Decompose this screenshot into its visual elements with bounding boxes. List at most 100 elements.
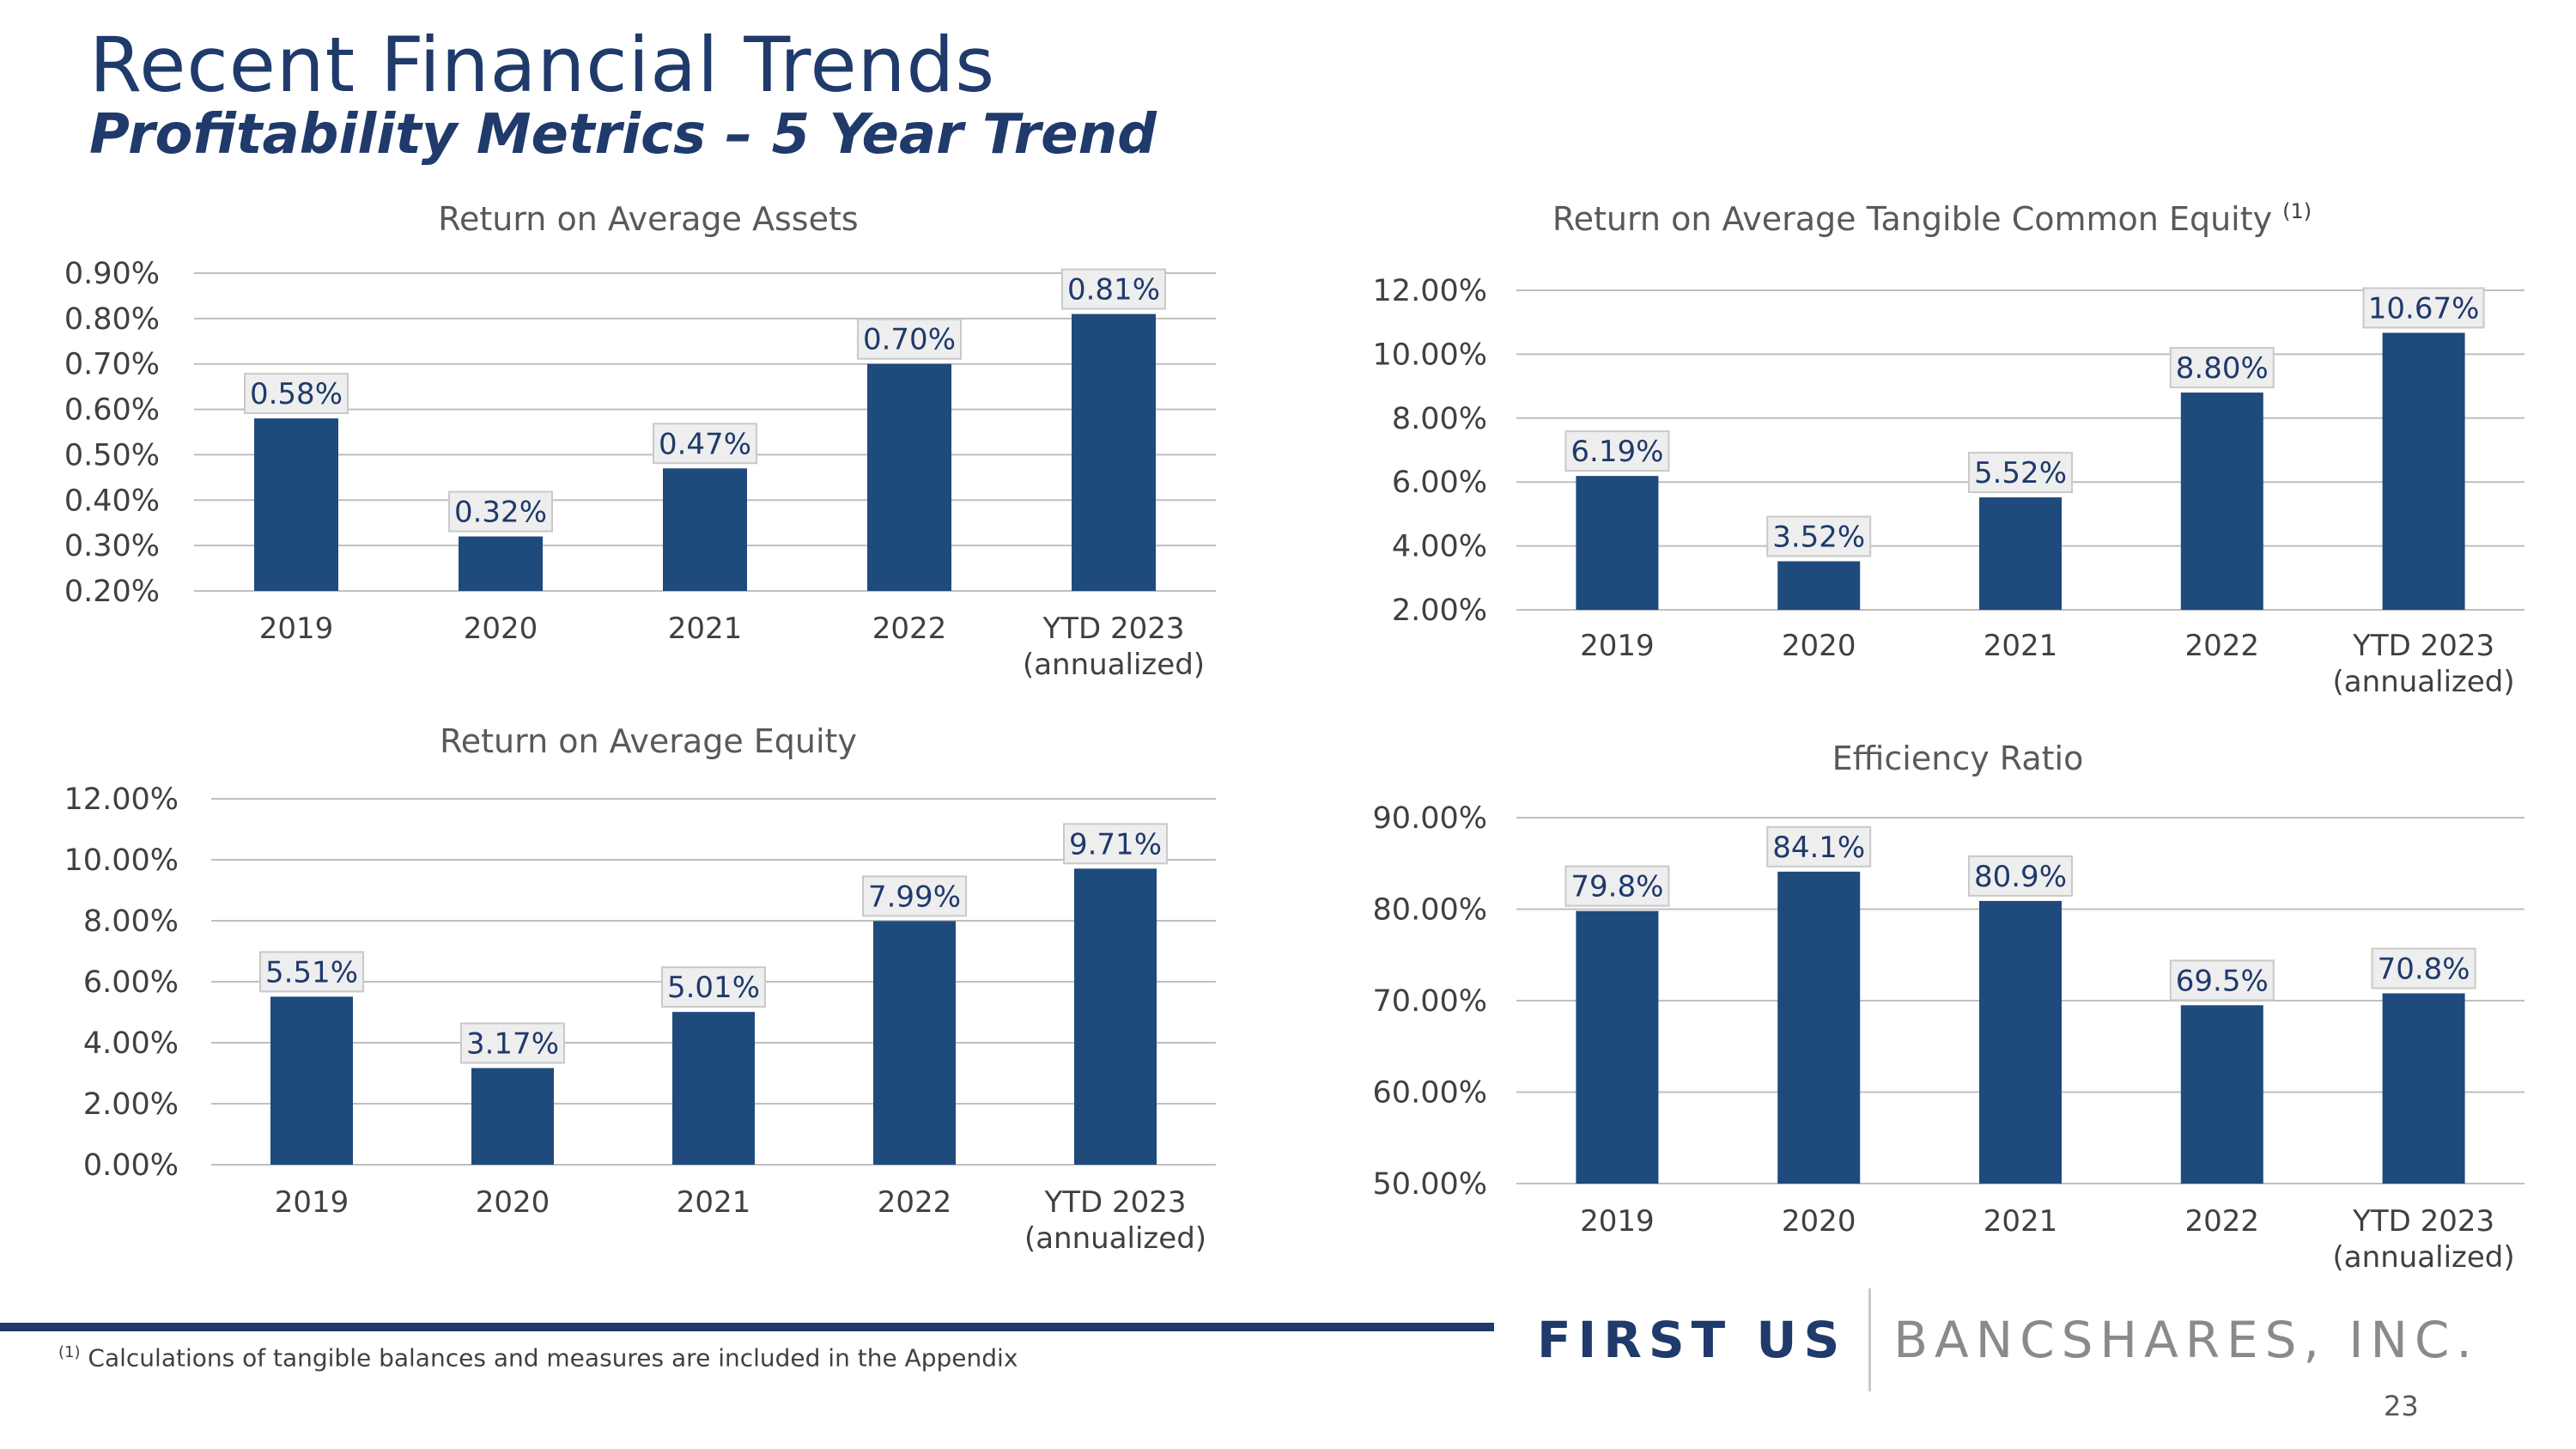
roaa-category-label: 2019 xyxy=(259,612,334,646)
rotce-category-label: 2019 xyxy=(1580,629,1655,663)
roae-data-label-box xyxy=(862,875,967,917)
roaa-category-label: (annualized) xyxy=(1023,648,1205,682)
efficiency-bar xyxy=(1576,910,1659,1184)
logo-bancshares: BANCSHARES, INC. xyxy=(1893,1311,2479,1369)
efficiency-bar xyxy=(2180,1005,2263,1184)
efficiency-category-label: YTD 2023 xyxy=(2352,1204,2494,1239)
roae-y-tick-label: 0.00% xyxy=(83,1148,179,1183)
rotce-category-label: 2020 xyxy=(1782,629,1856,663)
rotce-category-label: (annualized) xyxy=(2333,665,2515,699)
roaa-data-label-box xyxy=(244,373,349,415)
roae-bar xyxy=(471,1068,554,1165)
roae-category-label: 2022 xyxy=(878,1185,952,1220)
roae-data-label-box xyxy=(661,966,766,1008)
rotce-data-label: 10.67% xyxy=(2368,291,2480,326)
roae-data-label: 3.17% xyxy=(466,1026,559,1061)
logo-divider xyxy=(1868,1288,1872,1391)
roaa-category-label: 2021 xyxy=(668,612,743,646)
roaa-bar xyxy=(867,363,951,591)
roae-category-label: YTD 2023 xyxy=(1043,1185,1186,1220)
roaa-y-tick-label: 0.30% xyxy=(64,529,160,563)
rotce-data-label-box xyxy=(1766,515,1872,557)
rotce-y-tick-label: 6.00% xyxy=(1392,466,1487,500)
efficiency-category-label: 2021 xyxy=(1984,1204,2058,1239)
roae-chart: Return on Average Equity 0.00% 2.00% 4.00% 6… xyxy=(64,722,1216,1256)
efficiency-data-label-box xyxy=(2169,959,2275,1002)
efficiency-category-label: 2020 xyxy=(1782,1204,1856,1239)
roaa-y-tick-label: 0.60% xyxy=(64,393,160,428)
efficiency-y-tick-label: 70.00% xyxy=(1373,984,1487,1019)
footnote: (1) Calculations of tangible balances an… xyxy=(58,1343,1018,1372)
rotce-title-footnote-marker: (1) xyxy=(2282,199,2312,223)
rotce-bar xyxy=(1576,476,1659,610)
page-subtitle: Profitability Metrics – 5 Year Trend xyxy=(89,103,1157,167)
rotce-data-label: 5.52% xyxy=(1974,456,2067,490)
page-title: Recent Financial Trends xyxy=(89,21,996,109)
efficiency-y-tick-label: 90.00% xyxy=(1373,801,1487,836)
roae-data-label: 7.99% xyxy=(868,880,961,914)
roaa-data-label: 0.58% xyxy=(250,377,343,411)
roae-category-label: (annualized) xyxy=(1024,1221,1206,1256)
roaa-chart: Return on Average Assets 0.20% 0.30% 0.40% 0… xyxy=(64,200,1216,682)
roaa-data-label-box xyxy=(448,490,553,533)
roae-data-label: 5.01% xyxy=(667,971,760,1005)
roae-bar xyxy=(270,996,353,1165)
roae-data-label: 5.51% xyxy=(265,955,358,989)
efficiency-category-label: 2019 xyxy=(1580,1204,1655,1239)
rotce-y-tick-label: 8.00% xyxy=(1392,402,1487,436)
rotce-data-label: 6.19% xyxy=(1571,435,1663,469)
roaa-category-label: 2022 xyxy=(872,612,947,646)
roaa-data-label: 0.47% xyxy=(659,427,751,461)
rotce-data-label: 3.52% xyxy=(1772,520,1865,554)
rotce-chart: Return on Average Tangible Common Equity… xyxy=(1373,199,2524,699)
roae-bar xyxy=(1074,868,1157,1165)
footer-rule xyxy=(0,1323,1494,1331)
rotce-y-tick-label: 10.00% xyxy=(1373,338,1487,372)
roae-bar xyxy=(672,1012,755,1165)
footnote-text: Calculations of tangible balances and me… xyxy=(88,1343,1018,1373)
rotce-data-label-box xyxy=(2362,287,2485,329)
rotce-chart-title: Return on Average Tangible Common Equity… xyxy=(1552,199,2312,238)
roae-y-tick-label: 6.00% xyxy=(83,965,179,1000)
roae-category-label: 2019 xyxy=(275,1185,349,1220)
roaa-y-tick-label: 0.90% xyxy=(64,257,160,291)
roaa-data-label-box xyxy=(857,318,962,360)
roae-y-tick-label: 8.00% xyxy=(83,904,179,939)
efficiency-ratio-chart: Efficiency Ratio 50.00% 60.00% 70.00% 80.00%… xyxy=(1373,740,2524,1275)
efficiency-data-label: 69.5% xyxy=(2176,964,2269,998)
roae-chart-title: Return on Average Equity xyxy=(440,722,857,760)
page-number: 23 xyxy=(2384,1390,2419,1422)
rotce-bar xyxy=(2180,393,2263,610)
roaa-bar xyxy=(459,536,543,591)
efficiency-data-label-box xyxy=(1564,865,1670,907)
efficiency-data-label: 70.8% xyxy=(2378,952,2470,986)
efficiency-category-label: (annualized) xyxy=(2333,1240,2515,1275)
efficiency-category-label: 2022 xyxy=(2185,1204,2260,1239)
footnote-marker: (1) xyxy=(58,1343,81,1361)
roae-y-tick-label: 2.00% xyxy=(83,1087,179,1122)
efficiency-y-tick-label: 80.00% xyxy=(1373,893,1487,928)
rotce-data-label-box xyxy=(1564,430,1670,472)
rotce-category-label: 2021 xyxy=(1984,629,2058,663)
logo-first-us: FIRST US xyxy=(1537,1311,1847,1369)
roaa-bar xyxy=(254,418,338,591)
roaa-y-tick-label: 0.40% xyxy=(64,484,160,518)
efficiency-data-label-box xyxy=(2371,947,2476,989)
efficiency-bar xyxy=(1979,900,2062,1184)
roae-bar xyxy=(873,921,956,1165)
roae-y-tick-label: 10.00% xyxy=(64,843,179,878)
efficiency-bar xyxy=(2382,993,2465,1184)
roaa-y-tick-label: 0.20% xyxy=(64,575,160,609)
efficiency-data-label-box xyxy=(1766,825,1872,868)
rotce-category-label: 2022 xyxy=(2185,629,2260,663)
roae-data-label-box xyxy=(1063,823,1168,865)
efficiency-y-tick-label: 60.00% xyxy=(1373,1076,1487,1111)
roaa-category-label: YTD 2023 xyxy=(1042,612,1184,646)
roaa-data-label: 0.32% xyxy=(454,496,547,530)
rotce-bar xyxy=(1777,561,1861,610)
roae-data-label: 9.71% xyxy=(1069,827,1162,861)
roae-data-label-box xyxy=(460,1022,565,1064)
roaa-y-tick-label: 0.70% xyxy=(64,348,160,382)
efficiency-chart-title: Efficiency Ratio xyxy=(1832,740,2084,777)
rotce-data-label-box xyxy=(1968,452,2073,494)
